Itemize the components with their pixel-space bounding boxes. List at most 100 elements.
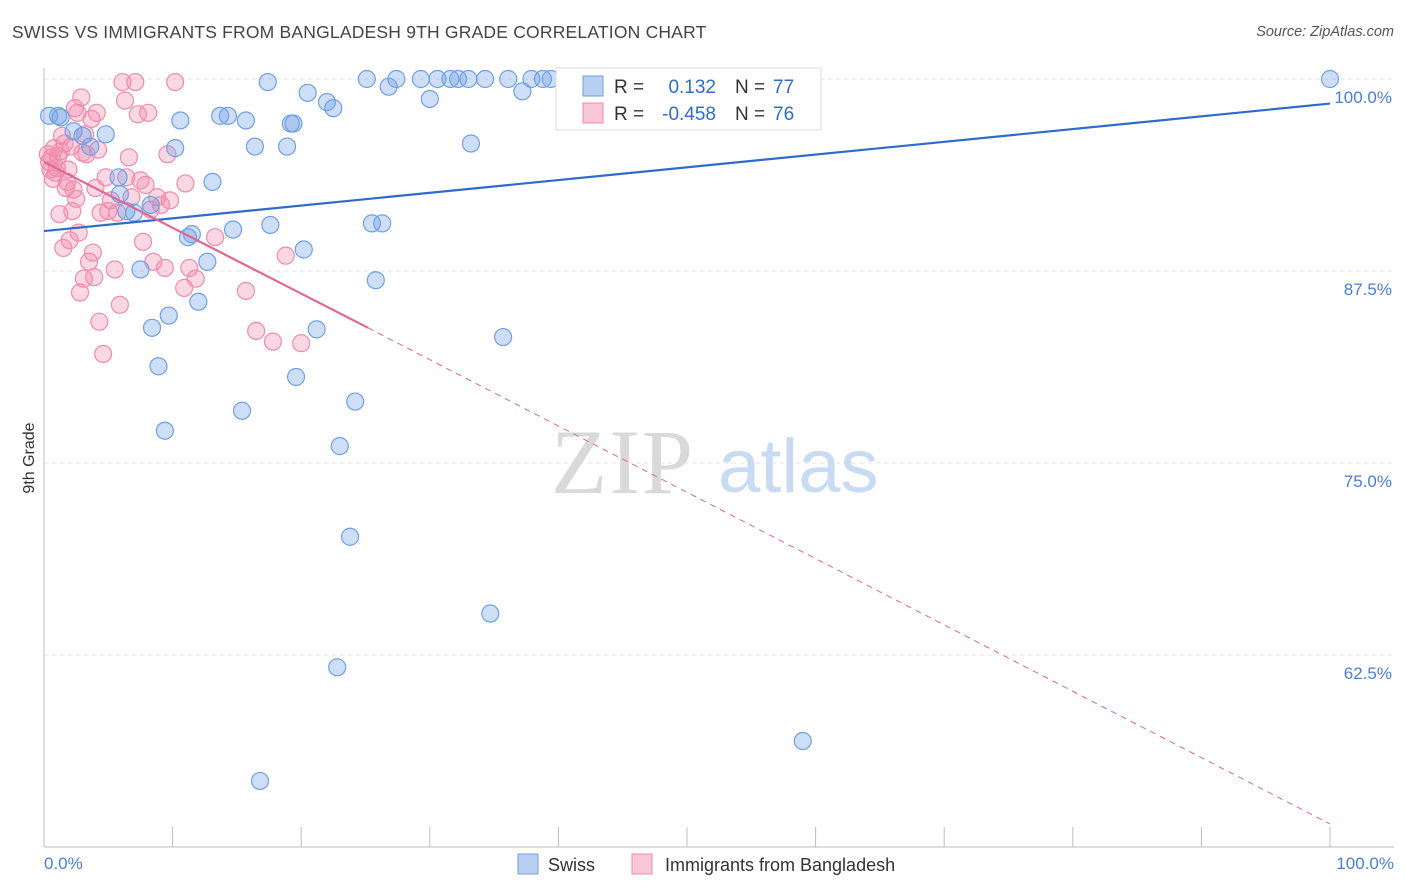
legend-r-value-swiss: 0.132: [668, 77, 716, 98]
bangladesh-point: [90, 312, 109, 331]
stats-legend: R = 0.132 N = 77 R = -0.458 N = 76: [555, 67, 822, 131]
legend-r-label-swiss: R =: [614, 77, 644, 98]
bangladesh-trend-line: [43, 160, 369, 329]
grid-lines: [44, 78, 1394, 656]
bangladesh-point: [119, 148, 138, 167]
y-tick-label: 87.5%: [1344, 280, 1392, 299]
series-legend-swatch-swiss: [517, 853, 539, 875]
swiss-point: [250, 771, 270, 791]
swiss-point: [109, 168, 128, 187]
y-tick-label: 100.0%: [1334, 88, 1392, 107]
legend-n-value-swiss: 77: [773, 77, 794, 98]
bangladesh-point: [151, 195, 171, 215]
series-legend-swatch-bangladesh: [631, 853, 653, 875]
bangladesh-point: [133, 232, 153, 251]
swiss-point: [211, 106, 230, 125]
bangladesh-point: [176, 174, 195, 193]
bangladesh-point: [160, 191, 180, 210]
swiss-point: [307, 320, 326, 339]
swiss-point: [481, 604, 500, 623]
swiss-point: [81, 137, 100, 156]
swiss-point: [533, 69, 553, 89]
swiss-point: [51, 108, 70, 127]
swiss-point: [286, 367, 306, 387]
legend-n-value-bangladesh: 76: [773, 104, 794, 125]
swiss-point: [261, 215, 280, 235]
bangladesh-point: [99, 201, 118, 221]
bangladesh-point: [292, 334, 311, 353]
legend-r-label-bangladesh: R =: [614, 104, 644, 125]
bangladesh-point: [67, 189, 86, 208]
swiss-point: [124, 203, 144, 222]
swiss-point: [155, 421, 174, 440]
swiss-point: [189, 292, 208, 311]
x-ticks: [43, 827, 1331, 847]
bangladesh-point: [70, 283, 90, 302]
legend-n-label-swiss: N =: [735, 77, 765, 98]
x-tick-label-max: 100.0%: [1336, 854, 1394, 873]
bangladesh-point: [236, 281, 256, 301]
bangladesh-trend-extension: [367, 327, 1331, 825]
y-tick-label: 75.0%: [1344, 472, 1392, 491]
swiss-point: [324, 99, 343, 118]
bangladesh-point: [110, 295, 129, 314]
legend-swatch-bangladesh: [582, 102, 604, 124]
axes: [43, 68, 1394, 848]
swiss-trend-line: [43, 102, 1331, 233]
swiss-point: [142, 318, 162, 337]
series-legend-label-swiss: Swiss: [548, 855, 595, 875]
swiss-point: [198, 252, 217, 271]
swiss-point: [357, 69, 376, 89]
swiss-point: [793, 731, 812, 751]
swiss-point: [1320, 69, 1340, 89]
bangladesh-point: [139, 103, 158, 122]
series-legend-label-bangladesh: Immigrants from Bangladesh: [665, 855, 895, 875]
swiss-point: [513, 82, 532, 101]
swiss-point: [420, 89, 439, 109]
bangladesh-point: [72, 88, 91, 107]
swiss-point: [373, 214, 392, 233]
legend-r-value-bangladesh: -0.458: [662, 104, 716, 125]
y-tick-labels: 100.0% 87.5% 75.0% 62.5%: [1334, 88, 1392, 683]
bangladesh-point: [83, 243, 102, 262]
bangladesh-point: [180, 258, 199, 278]
swiss-point: [346, 392, 365, 411]
swiss-point: [131, 260, 150, 279]
y-axis-label: 9th Grade: [21, 422, 38, 493]
swiss-point: [459, 69, 478, 89]
bangladesh-point: [263, 332, 283, 351]
watermark-zip: ZIP: [551, 411, 695, 513]
swiss-point: [203, 172, 222, 192]
bangladesh-point: [61, 137, 81, 156]
swiss-point: [294, 240, 313, 259]
swiss-point: [284, 114, 303, 133]
bangladesh-point: [136, 175, 155, 195]
bangladesh-point: [113, 72, 132, 92]
bangladesh-point: [205, 228, 225, 247]
swiss-point: [159, 306, 178, 325]
bangladesh-point: [276, 246, 295, 265]
legend-swatch-swiss: [582, 75, 604, 97]
swiss-point: [298, 83, 317, 102]
bangladesh-point: [166, 72, 185, 92]
swiss-point: [428, 69, 447, 89]
bangladesh-point: [87, 103, 106, 122]
swiss-point: [223, 220, 243, 239]
bangladesh-points: [38, 72, 311, 364]
swiss-point: [277, 137, 297, 156]
swiss-point: [149, 357, 168, 376]
bangladesh-point: [94, 344, 113, 364]
bangladesh-point: [96, 168, 115, 187]
swiss-point: [366, 271, 385, 290]
bangladesh-point: [126, 72, 145, 92]
bangladesh-point: [115, 91, 135, 110]
chart-title: SWISS VS IMMIGRANTS FROM BANGLADESH 9TH …: [12, 22, 707, 42]
swiss-point: [330, 437, 349, 456]
swiss-point: [340, 527, 360, 546]
trend-lines: [43, 102, 1331, 825]
watermark-atlas: atlas: [718, 424, 879, 509]
watermark: ZIP atlas: [551, 411, 879, 513]
swiss-point: [166, 139, 185, 158]
x-tick-label-min: 0.0%: [44, 854, 83, 873]
